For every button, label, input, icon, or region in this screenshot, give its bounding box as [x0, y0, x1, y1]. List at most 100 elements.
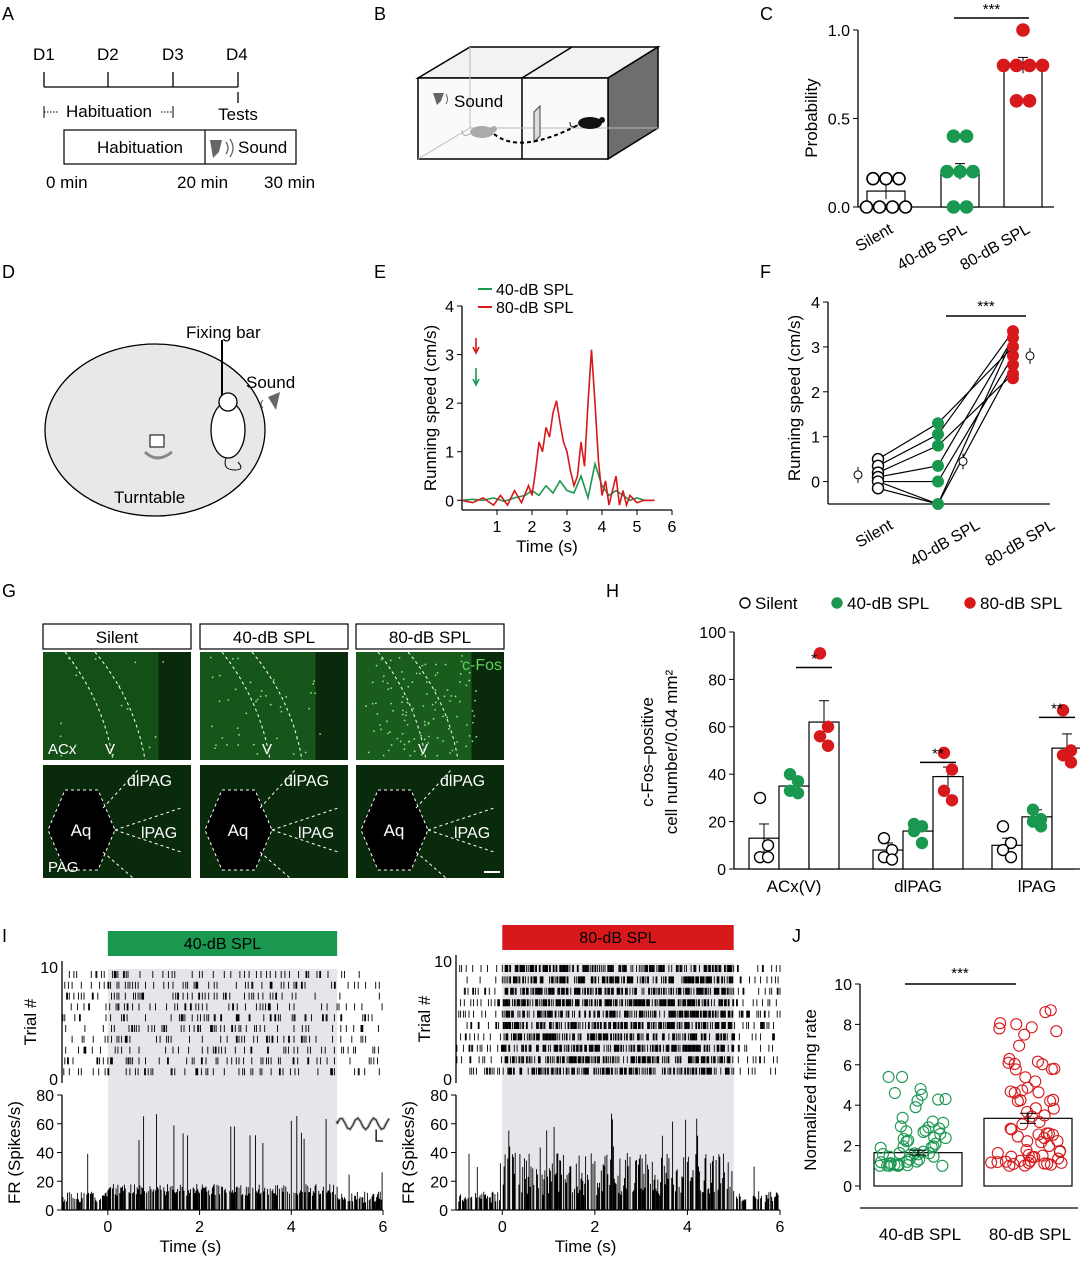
data-point — [885, 200, 900, 214]
legend-marker — [831, 597, 843, 609]
cfos-cell — [423, 738, 426, 741]
day-label: D2 — [97, 45, 119, 64]
data-point — [1003, 1159, 1016, 1172]
x-tick-label: lPAG — [1018, 877, 1056, 896]
cfos-cell — [238, 733, 240, 736]
psth-y-tick-label: 40 — [430, 1146, 448, 1163]
acx-boundary — [221, 651, 271, 761]
y-axis-label: Running speed (cm/s) — [785, 315, 804, 481]
cfos-cell — [411, 681, 414, 683]
habituation-box-label: Habituation — [97, 138, 183, 157]
data-point — [1034, 820, 1048, 833]
cfos-cell — [401, 732, 404, 735]
panel-e-chart: 0 1 2 3 4 1 2 3 4 5 6 Time (s) Running speed (cm/s) 4… — [421, 282, 677, 556]
cfos-cell — [112, 753, 115, 756]
speaker-icon — [210, 138, 234, 158]
cfos-cell — [402, 709, 404, 712]
v-label: V — [418, 741, 428, 758]
data-point — [915, 836, 929, 850]
cfos-cell — [312, 683, 315, 685]
acx-tissue — [43, 652, 159, 760]
lpag-label: lPAG — [298, 825, 334, 842]
dlpag-label: dlPAG — [440, 773, 485, 790]
stimulus-shade — [502, 963, 734, 1210]
panel-letter-b: B — [374, 4, 386, 24]
legend-marker — [964, 597, 976, 609]
cfos-cell — [436, 736, 439, 739]
data-point — [1016, 1084, 1029, 1097]
paired-line — [877, 330, 1014, 467]
cfos-cell — [218, 700, 221, 703]
y-axis-label: Probability — [802, 78, 821, 158]
data-point — [1004, 850, 1018, 864]
cfos-cell — [60, 754, 63, 757]
stimulus-bar — [107, 931, 338, 956]
cfos-cell — [214, 747, 216, 750]
x-tick-label: 5 — [633, 519, 642, 536]
cfos-cell — [367, 751, 370, 754]
data-point — [1009, 94, 1024, 108]
cfos-cell — [461, 655, 464, 657]
y-tick-label: 6 — [843, 1058, 852, 1075]
cfos-cell — [419, 672, 421, 675]
acx-boundary — [94, 651, 146, 761]
cfos-cell — [280, 710, 283, 713]
cfos-cell — [454, 695, 457, 698]
x-tick-label: 6 — [668, 519, 677, 536]
condition-header — [199, 623, 349, 650]
stimulus-label: 40-dB SPL — [184, 936, 261, 953]
cfos-cell — [126, 708, 129, 710]
y-tick-label: 1.0 — [828, 23, 850, 40]
cfos-cell — [249, 681, 252, 684]
y-tick-label: 1 — [811, 430, 820, 447]
panel-g-micrographs: Silent Aq dlPAG lPAG ACx PAG V 40-dB SPL Aq dlPAG… — [42, 623, 505, 879]
day-label: D1 — [33, 45, 55, 64]
cfos-cell — [459, 681, 462, 683]
data-point — [929, 1137, 942, 1150]
data-point — [859, 200, 874, 214]
cfos-cell — [456, 740, 459, 743]
cfos-cell — [409, 754, 412, 757]
cfos-cell — [60, 722, 62, 725]
cfos-cell — [446, 689, 449, 692]
x-tick-label: 4 — [598, 519, 607, 536]
data-point — [813, 730, 827, 743]
aq-region — [360, 789, 429, 871]
psth-bars — [61, 1114, 383, 1210]
cfos-cell — [436, 754, 439, 757]
panel-d-turntable: Fixing bar Sound Turntable — [44, 323, 295, 517]
psth-bars — [455, 1113, 779, 1210]
psth-y-tick-label: 40 — [36, 1146, 54, 1163]
acx-tissue — [200, 652, 316, 760]
panel-letter-j: J — [792, 926, 801, 946]
turntable — [44, 343, 266, 517]
y-tick-label: 2 — [811, 385, 820, 402]
data-point — [898, 200, 913, 214]
panel-h-chart: 0 20 40 60 80 100 c-Fos–positive cell number/0.… — [638, 594, 1080, 896]
data-point — [1014, 1094, 1027, 1107]
cfos-cell — [405, 711, 408, 714]
significance-label: * — [811, 651, 817, 668]
cfos-cell — [468, 679, 471, 682]
panel-letter-d: D — [2, 262, 15, 282]
gray-mouse-icon — [461, 126, 497, 138]
rotation-icon — [143, 434, 173, 460]
cfos-cell — [376, 713, 379, 715]
cfos-cell — [475, 735, 478, 738]
data-point — [996, 820, 1010, 833]
cfos-cell — [403, 719, 406, 722]
data-point — [1038, 1157, 1051, 1170]
y-tick-label: 4 — [811, 295, 820, 312]
cfos-cell — [447, 727, 450, 730]
acx-boundary — [377, 651, 427, 761]
data-point — [1025, 1021, 1038, 1034]
cfos-cell — [423, 720, 426, 723]
cfos-cell — [420, 734, 423, 737]
data-point — [1005, 1123, 1018, 1136]
condition-header — [42, 623, 192, 650]
cfos-cell — [426, 681, 428, 684]
y-tick-label: 10 — [834, 977, 852, 994]
raster-y-tick-label: 0 — [49, 1072, 58, 1089]
data-point — [937, 1116, 950, 1129]
series-line-40db — [461, 460, 655, 503]
